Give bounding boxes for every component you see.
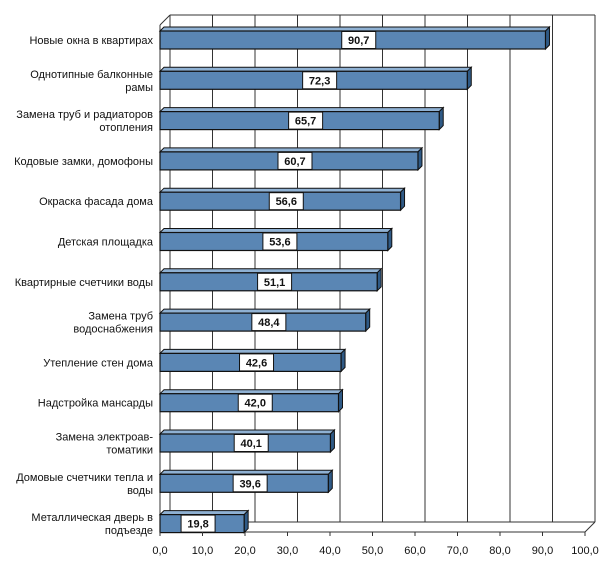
category-label: Надстройка мансарды bbox=[38, 398, 153, 410]
category-label: Квартирные счетчики воды bbox=[15, 277, 153, 289]
value-label-box bbox=[277, 151, 313, 170]
bar-side bbox=[365, 307, 371, 333]
frame-corner bbox=[159, 14, 171, 26]
bar-top bbox=[158, 348, 347, 354]
category-label: Однотипные балконные рамы bbox=[30, 69, 153, 94]
x-tick-label: 20,0 bbox=[234, 545, 255, 557]
value-label-box bbox=[288, 111, 324, 130]
value-label-box bbox=[239, 353, 275, 372]
value-label: 48,4 bbox=[258, 317, 280, 329]
bar-group: 51,1 bbox=[158, 267, 383, 293]
x-tick-label: 50,0 bbox=[362, 545, 383, 557]
category-label: Окраска фасада дома bbox=[39, 196, 154, 208]
category-label: Детская площадка bbox=[58, 237, 154, 249]
bar-top bbox=[158, 389, 344, 395]
value-label: 42,0 bbox=[245, 398, 266, 410]
category-labels: Новые окна в квартирах Однотипные балконн… bbox=[14, 35, 154, 537]
value-label-box bbox=[268, 192, 304, 211]
bar-group: 56,6 bbox=[158, 186, 406, 212]
value-label: 65,7 bbox=[295, 116, 316, 128]
bar-group: 53,6 bbox=[158, 227, 394, 252]
x-tick-label: 70,0 bbox=[447, 545, 468, 557]
frame-corner bbox=[584, 521, 596, 533]
x-tick-label: 0,0 bbox=[152, 545, 167, 557]
bar-group: 48,4 bbox=[158, 307, 371, 333]
bar-top bbox=[158, 268, 383, 274]
value-label: 53,6 bbox=[269, 237, 290, 249]
value-label: 39,6 bbox=[239, 478, 260, 490]
bar-top bbox=[158, 187, 406, 193]
x-tick-label: 90,0 bbox=[532, 545, 553, 557]
bar-side bbox=[417, 146, 423, 172]
x-tick-label: 40,0 bbox=[319, 545, 340, 557]
bar-group: 42,6 bbox=[158, 348, 347, 373]
bar-top bbox=[158, 308, 371, 314]
bar-group: 39,6 bbox=[158, 469, 334, 494]
bar-top bbox=[158, 228, 394, 233]
bar-side bbox=[438, 106, 444, 131]
category-label: Домовые счетчики тепла и воды bbox=[16, 472, 153, 497]
bar-group: 19,8 bbox=[158, 509, 250, 534]
bar-top bbox=[158, 469, 334, 475]
x-tick-label: 80,0 bbox=[489, 545, 510, 557]
value-label-box bbox=[341, 31, 377, 49]
bar-group: 42,0 bbox=[158, 388, 344, 413]
category-label: Замена труб и радиаторов отопления bbox=[16, 109, 153, 134]
value-label: 90,7 bbox=[348, 35, 369, 47]
category-label: Замена труб водоснабжения bbox=[73, 311, 153, 336]
x-tick-label: 10,0 bbox=[192, 545, 213, 557]
value-label-box bbox=[302, 71, 338, 90]
bar-group: 60,7 bbox=[158, 146, 424, 172]
value-label: 56,6 bbox=[276, 196, 297, 208]
value-label: 19,8 bbox=[187, 519, 208, 531]
value-label-box bbox=[257, 272, 293, 291]
category-label: Кодовые замки, домофоны bbox=[14, 156, 153, 168]
bar-group: 65,7 bbox=[158, 106, 445, 131]
category-label: Утепление стен дома bbox=[43, 357, 154, 369]
bars: 90,7 72,3 65,7 60,7 56,6 53,6 51,1 48,4 42,6 42,0… bbox=[158, 25, 551, 534]
x-tick-label: 60,0 bbox=[404, 545, 425, 557]
category-label: Металлическая дверь в подъезде bbox=[31, 512, 153, 537]
value-label: 51,1 bbox=[264, 277, 285, 289]
value-label: 72,3 bbox=[309, 75, 330, 87]
category-label: Новые окна в квартирах bbox=[29, 35, 153, 47]
bar-group: 90,7 bbox=[158, 25, 551, 51]
value-label-box bbox=[237, 393, 273, 412]
bar-group: 72,3 bbox=[158, 66, 473, 91]
value-label-box bbox=[233, 434, 269, 452]
bar-group: 40,1 bbox=[158, 428, 336, 454]
x-tick-label: 100,0 bbox=[571, 545, 599, 557]
x-tick-label: 30,0 bbox=[277, 545, 298, 557]
bar-side bbox=[338, 388, 343, 413]
value-label-box bbox=[232, 474, 268, 493]
value-label-box bbox=[251, 313, 287, 332]
x-axis-ticks: 0,0 10,0 20,0 30,0 40,0 50,0 60,0 70,0 80,0 90,0 1… bbox=[152, 532, 599, 557]
value-label: 60,7 bbox=[284, 156, 305, 168]
value-label: 42,6 bbox=[246, 357, 267, 369]
value-label-box bbox=[180, 514, 216, 533]
value-label: 40,1 bbox=[241, 438, 262, 450]
value-label-box bbox=[262, 232, 298, 251]
bar-top bbox=[158, 147, 424, 153]
category-label: Замена электроав-томатики bbox=[56, 432, 154, 457]
bar-top bbox=[158, 429, 336, 435]
bar-side bbox=[243, 509, 249, 534]
